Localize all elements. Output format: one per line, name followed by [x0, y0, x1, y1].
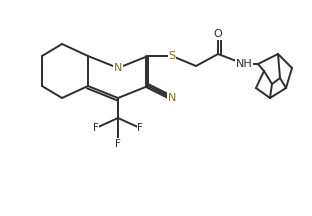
Text: O: O — [214, 29, 222, 39]
Text: N: N — [168, 93, 176, 103]
Text: N: N — [114, 63, 122, 73]
Text: F: F — [93, 123, 99, 133]
Text: F: F — [115, 139, 121, 149]
Text: NH: NH — [236, 59, 252, 69]
Text: F: F — [137, 123, 143, 133]
Text: S: S — [168, 51, 176, 61]
